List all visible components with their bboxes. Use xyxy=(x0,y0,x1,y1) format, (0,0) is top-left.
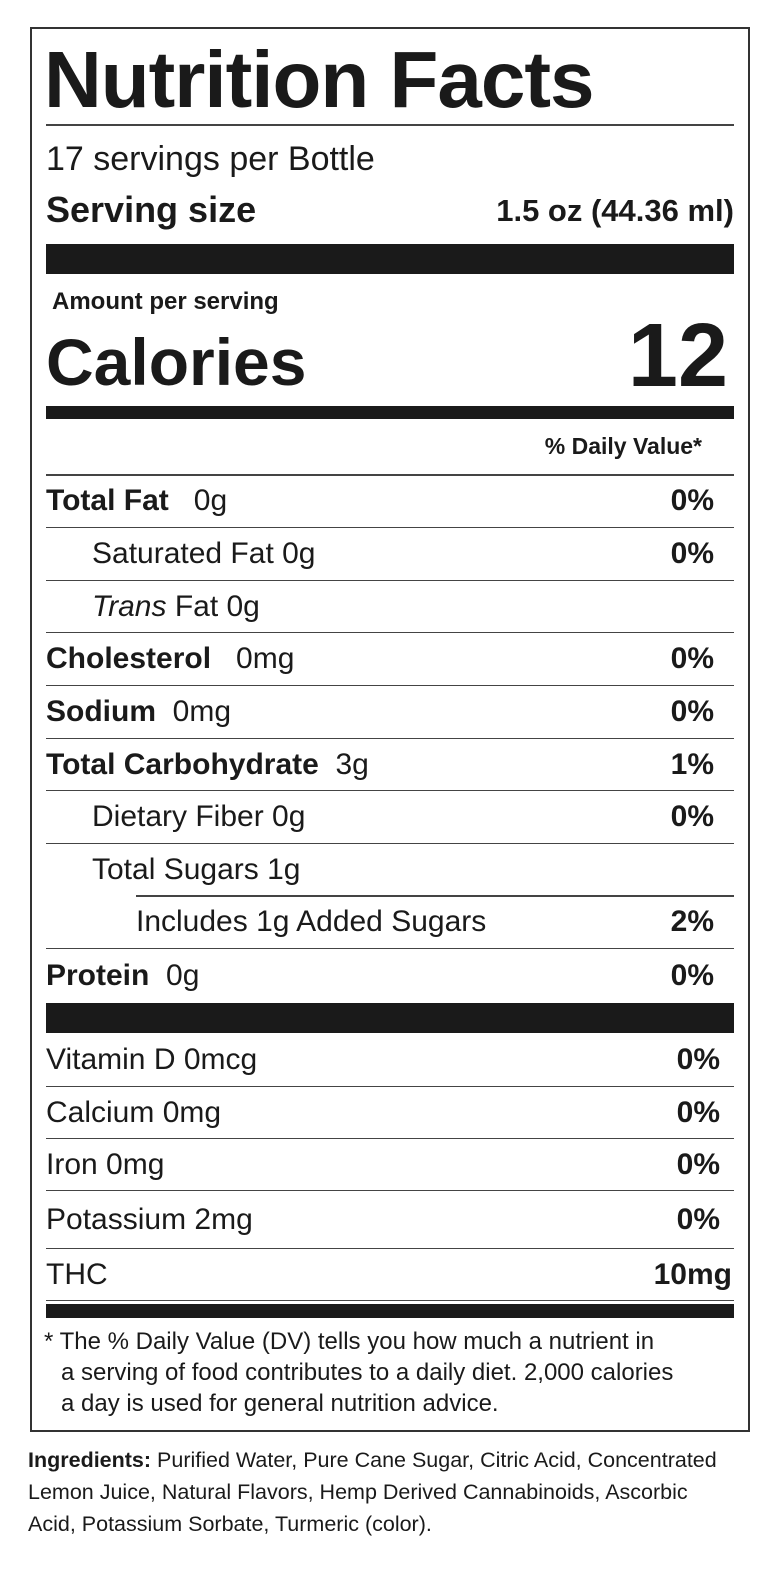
vitamin-dv: 0% xyxy=(676,1042,720,1076)
nutrient-label: Sodium xyxy=(46,695,156,728)
ingredients-line: Acid, Potassium Sorbate, Turmeric (color… xyxy=(28,1512,432,1536)
label-box xyxy=(30,27,750,1432)
vitamin-label: THC xyxy=(46,1257,108,1291)
nutrient-row: Saturated Fat 0g 0% xyxy=(46,528,734,581)
nutrient-label: Total Carbohydrate xyxy=(46,747,319,781)
nutrient-dv: 0% xyxy=(670,642,714,675)
serving-size-label: Serving size xyxy=(46,189,257,230)
nutrient-label: Cholesterol xyxy=(46,642,212,675)
nutrient-amount: 0mg xyxy=(172,695,232,728)
footnote-line: * The % Daily Value (DV) tells you how m… xyxy=(44,1328,655,1355)
nutrient-name: Total Fat 0g xyxy=(46,484,227,518)
serving-size-value: 1.5 oz (44.36 ml) xyxy=(496,193,734,228)
nutrient-name: Trans Fat 0g xyxy=(46,590,260,624)
rule xyxy=(46,474,734,476)
nutrient-dv: 1% xyxy=(670,747,714,781)
nutrient-label: Fat 0g xyxy=(174,589,260,623)
nutrient-label: Total Sugars 1g xyxy=(92,852,301,886)
thick-bar xyxy=(46,1304,734,1318)
nutrient-label: Includes 1g Added Sugars xyxy=(136,905,487,938)
vitamin-dv: 0% xyxy=(676,1202,720,1236)
nutrient-dv: 0% xyxy=(670,537,714,570)
calories-value: 12 xyxy=(627,306,728,406)
nutrient-label: Dietary Fiber 0g xyxy=(92,800,306,833)
nutrient-label-italic: Trans xyxy=(92,589,167,623)
amount-per-serving: Amount per serving xyxy=(52,288,279,315)
nutrient-name: Total Carbohydrate 3g xyxy=(46,748,369,782)
vitamin-row: THC 10mg xyxy=(46,1249,734,1301)
ingredients-text: Purified Water, Pure Cane Sugar, Citric … xyxy=(157,1448,717,1472)
vitamin-row: Iron 0mg 0% xyxy=(46,1139,734,1191)
nutrient-row: Dietary Fiber 0g 0% xyxy=(46,791,734,844)
footnote: * The % Daily Value (DV) tells you how m… xyxy=(44,1326,673,1419)
nutrient-label: Saturated Fat 0g xyxy=(92,537,316,570)
nutrient-dv: 0% xyxy=(670,959,714,992)
nutrient-row: Sodium 0mg 0% xyxy=(46,686,734,739)
nutrient-dv: 2% xyxy=(670,905,714,938)
vitamin-dv: 0% xyxy=(676,1147,720,1181)
vitamin-label: Potassium 2mg xyxy=(46,1202,253,1236)
nutrient-amount: 3g xyxy=(335,747,369,781)
nutrient-row: Total Sugars 1g xyxy=(46,844,734,895)
rule xyxy=(46,124,734,126)
nutrient-row: Total Carbohydrate 3g 1% xyxy=(46,739,734,791)
nutrient-row: Protein 0g 0% xyxy=(46,949,734,1003)
calories-label: Calories xyxy=(46,325,307,399)
footnote-line: a day is used for general nutrition advi… xyxy=(61,1390,499,1417)
vitamin-label: Iron 0mg xyxy=(46,1147,165,1181)
nutrient-row: Total Fat 0g 0% xyxy=(46,475,734,528)
nutrient-label: Total Fat xyxy=(46,484,169,517)
nutrient-dv: 0% xyxy=(670,484,714,517)
vitamin-dv: 10mg xyxy=(653,1257,732,1291)
vitamin-dv: 0% xyxy=(676,1095,720,1129)
nutrient-name: Cholesterol 0mg xyxy=(46,642,294,676)
servings: 17 servings per Bottle xyxy=(46,140,375,178)
ingredients-line: Lemon Juice, Natural Flavors, Hemp Deriv… xyxy=(28,1480,688,1504)
nutrient-label: Protein xyxy=(46,959,150,992)
nutrient-dv: 0% xyxy=(670,695,714,728)
nutrient-amount: 0g xyxy=(193,484,228,517)
nutrient-amount: 0mg xyxy=(236,642,295,675)
thick-bar xyxy=(46,406,734,419)
nutrient-name: Sodium 0mg xyxy=(46,695,231,729)
thick-bar xyxy=(46,1003,734,1033)
daily-value-header: % Daily Value* xyxy=(544,433,702,459)
nutrient-dv: 0% xyxy=(670,800,714,833)
title: Nutrition Facts xyxy=(44,35,594,124)
ingredients-line: Ingredients: Purified Water, Pure Cane S… xyxy=(28,1444,717,1476)
vitamin-row: Potassium 2mg 0% xyxy=(46,1191,734,1249)
nutrient-row: Trans Fat 0g xyxy=(46,581,734,633)
footnote-line: a serving of food contributes to a daily… xyxy=(61,1359,674,1386)
vitamin-label: Calcium 0mg xyxy=(46,1095,222,1129)
ingredients: Ingredients: Purified Water, Pure Cane S… xyxy=(28,1444,717,1540)
nutrient-row: Cholesterol 0mg 0% xyxy=(46,633,734,686)
ingredients-label: Ingredients: xyxy=(28,1448,152,1472)
rule xyxy=(136,895,734,897)
nutrient-name: Protein 0g xyxy=(46,959,199,993)
nutrient-amount: 0g xyxy=(166,959,200,992)
vitamin-row: Calcium 0mg 0% xyxy=(46,1087,734,1139)
nutrient-row: Includes 1g Added Sugars 2% xyxy=(46,896,734,949)
vitamin-label: Vitamin D 0mcg xyxy=(46,1042,258,1076)
thick-bar xyxy=(46,244,734,274)
vitamin-row: Vitamin D 0mcg 0% xyxy=(46,1033,734,1087)
